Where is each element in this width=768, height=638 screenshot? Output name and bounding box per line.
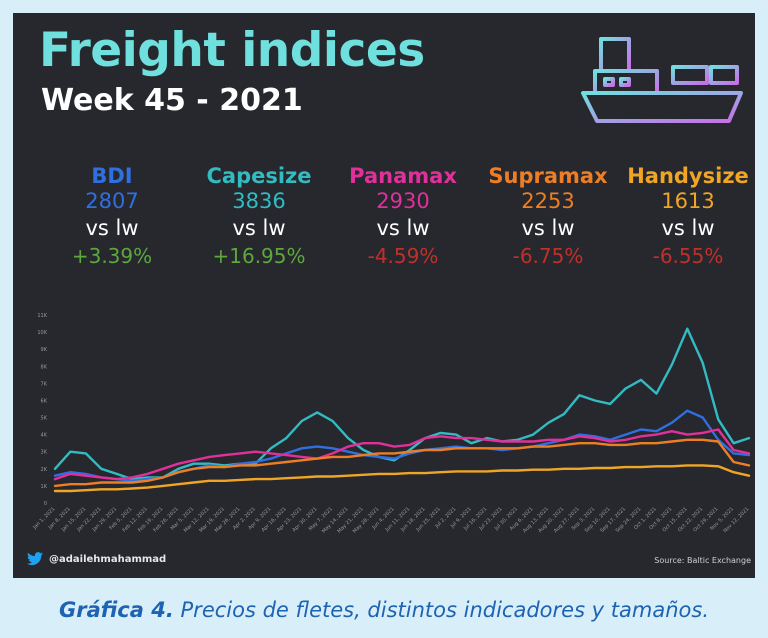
page-title: Freight indices bbox=[39, 23, 425, 78]
y-tick-label: 5K bbox=[41, 416, 48, 422]
index-handysize: Handysize 1613 vs lw -6.55% bbox=[613, 163, 755, 269]
y-tick-label: 1K bbox=[41, 484, 48, 490]
caption-label: Gráfica 4. bbox=[59, 598, 174, 622]
caption-text: Precios de fletes, distintos indicadores… bbox=[180, 598, 709, 622]
figure-caption: Gráfica 4. Precios de fletes, distintos … bbox=[0, 598, 768, 622]
series-line-panamax bbox=[53, 428, 751, 481]
index-name: BDI bbox=[91, 164, 133, 188]
page-subtitle: Week 45 - 2021 bbox=[41, 83, 303, 118]
index-value: 3836 bbox=[232, 189, 286, 213]
index-vs-label: vs lw bbox=[376, 216, 430, 240]
index-panamax: Panamax 2930 vs lw -4.59% bbox=[328, 163, 478, 269]
index-change: +16.95% bbox=[212, 244, 306, 268]
twitter-handle: @adailehmahammad bbox=[49, 554, 167, 565]
y-tick-label: 4K bbox=[41, 433, 48, 439]
y-tick-label: 9K bbox=[41, 347, 48, 353]
index-change: +3.39% bbox=[71, 244, 153, 268]
index-capesize: Capesize 3836 vs lw +16.95% bbox=[184, 163, 334, 269]
index-value: 2930 bbox=[376, 189, 430, 213]
index-name: Panamax bbox=[349, 164, 457, 188]
y-tick-label: 3K bbox=[41, 450, 48, 456]
y-tick-label: 7K bbox=[41, 381, 48, 387]
infographic-panel: Freight indices Week 45 - 2021 BDI 2807 … bbox=[13, 13, 755, 578]
y-tick-label: 0 bbox=[44, 501, 47, 507]
y-tick-label: 10K bbox=[37, 330, 47, 336]
index-vs-label: vs lw bbox=[232, 216, 286, 240]
cargo-ship-icon bbox=[581, 37, 743, 123]
index-vs-label: vs lw bbox=[85, 216, 139, 240]
index-name: Handysize bbox=[627, 164, 749, 188]
y-tick-label: 6K bbox=[41, 398, 48, 404]
index-change: -6.55% bbox=[652, 244, 724, 268]
index-value: 1613 bbox=[661, 189, 715, 213]
index-name: Supramax bbox=[488, 164, 608, 188]
index-value: 2807 bbox=[85, 189, 139, 213]
index-vs-label: vs lw bbox=[521, 216, 575, 240]
twitter-bird-icon bbox=[27, 552, 43, 566]
index-name: Capesize bbox=[206, 164, 312, 188]
source-note: Source: Baltic Exchange bbox=[654, 556, 751, 565]
y-tick-label: 8K bbox=[41, 364, 48, 370]
y-tick-label: 2K bbox=[41, 467, 48, 473]
series-line-supramax bbox=[53, 438, 751, 488]
index-vs-label: vs lw bbox=[661, 216, 715, 240]
y-tick-label: 11K bbox=[37, 313, 47, 319]
index-change: -4.59% bbox=[367, 244, 439, 268]
index-bdi: BDI 2807 vs lw +3.39% bbox=[37, 163, 187, 269]
series-line-handysize bbox=[53, 464, 751, 493]
index-value: 2253 bbox=[521, 189, 575, 213]
index-change: -6.75% bbox=[512, 244, 584, 268]
index-supramax: Supramax 2253 vs lw -6.75% bbox=[473, 163, 623, 269]
